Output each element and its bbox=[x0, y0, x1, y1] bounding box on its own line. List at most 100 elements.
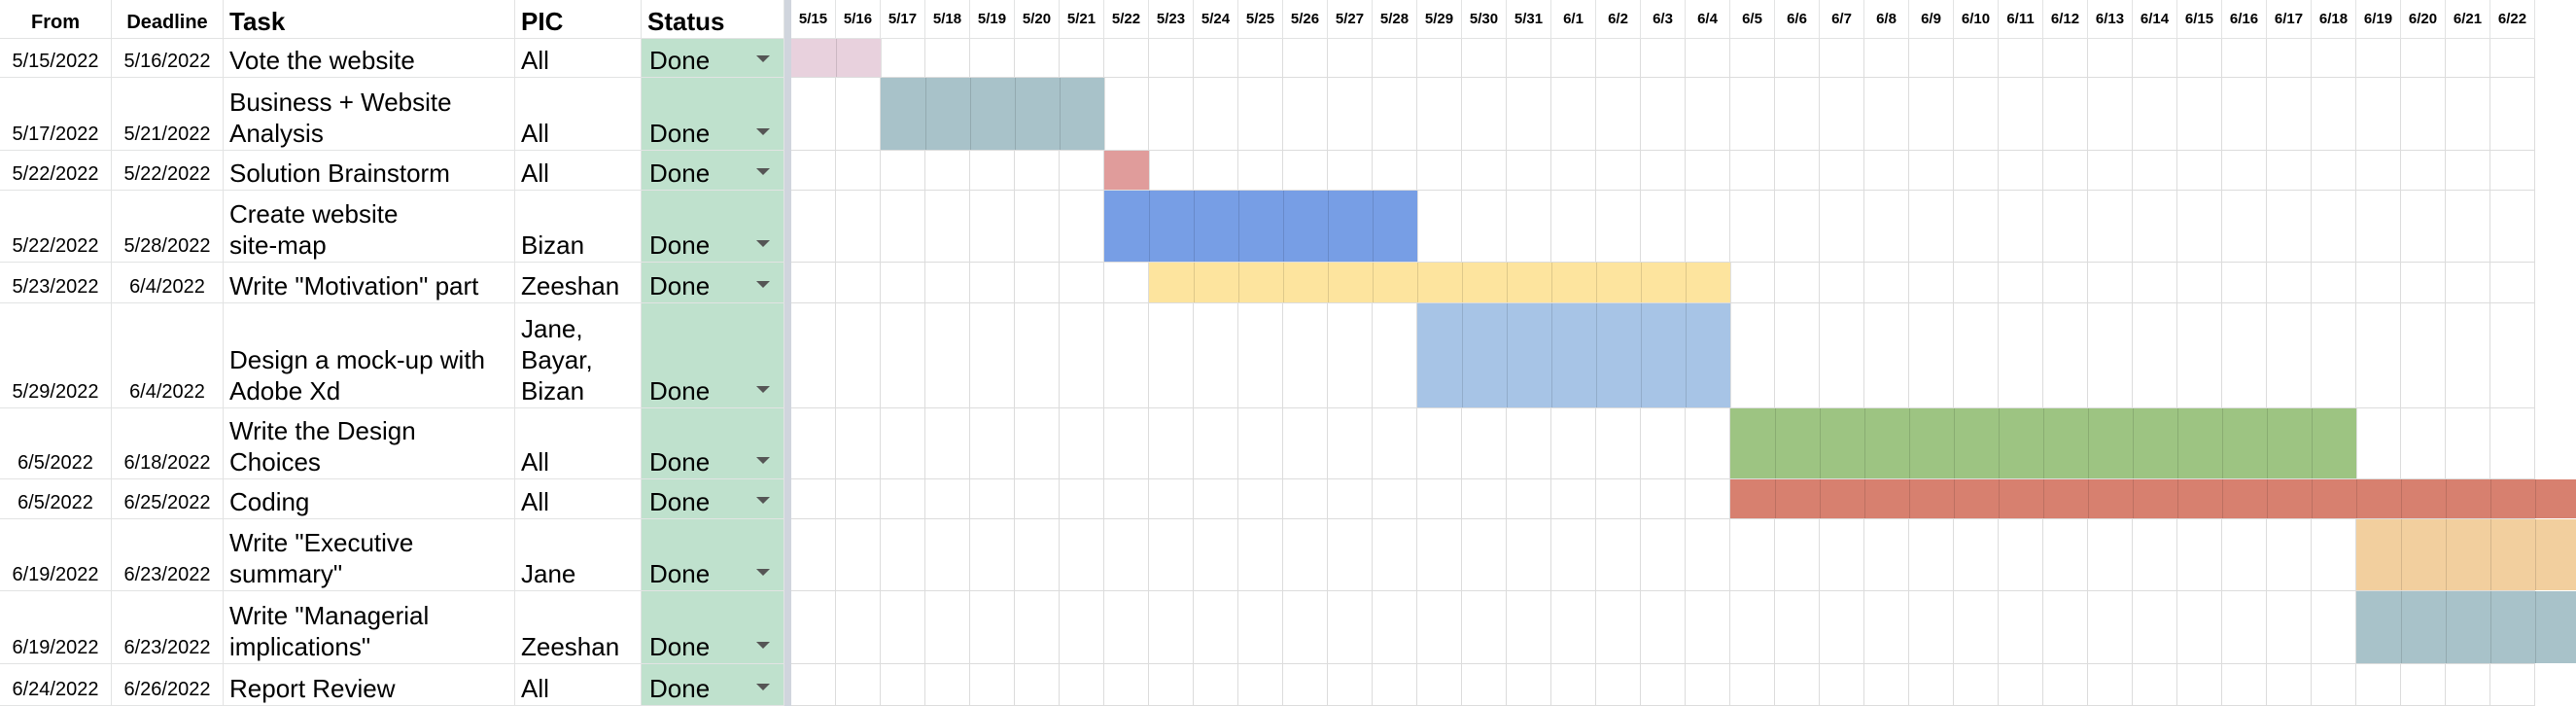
gantt-grid-cell[interactable] bbox=[2267, 78, 2312, 151]
gantt-grid-cell[interactable] bbox=[1909, 39, 1954, 78]
gantt-grid-cell[interactable] bbox=[970, 303, 1015, 408]
day-header[interactable]: 5/16 bbox=[836, 0, 881, 39]
cell-from[interactable]: 6/19/2022 bbox=[0, 591, 112, 664]
gantt-grid-cell[interactable] bbox=[1864, 591, 1909, 664]
gantt-bar[interactable] bbox=[2356, 591, 2576, 663]
gantt-grid-cell[interactable] bbox=[1596, 191, 1641, 263]
gantt-grid-cell[interactable] bbox=[1328, 519, 1373, 591]
gantt-grid-cell[interactable] bbox=[2088, 151, 2133, 191]
cell-from[interactable]: 5/22/2022 bbox=[0, 151, 112, 191]
day-header[interactable]: 5/15 bbox=[791, 0, 836, 39]
gantt-grid-cell[interactable] bbox=[1596, 479, 1641, 519]
cell-task[interactable]: Write "Managerial implications" bbox=[224, 591, 515, 664]
gantt-grid-cell[interactable] bbox=[1551, 479, 1596, 519]
gantt-grid-cell[interactable] bbox=[1686, 591, 1730, 664]
gantt-bar[interactable] bbox=[1730, 479, 2576, 518]
gantt-grid-cell[interactable] bbox=[1641, 519, 1686, 591]
dropdown-arrow-icon[interactable] bbox=[756, 281, 770, 288]
gantt-grid-cell[interactable] bbox=[836, 303, 881, 408]
gantt-grid-cell[interactable] bbox=[2312, 664, 2356, 706]
gantt-grid-cell[interactable] bbox=[791, 408, 836, 479]
gantt-grid-cell[interactable] bbox=[970, 479, 1015, 519]
gantt-grid-cell[interactable] bbox=[1060, 591, 1104, 664]
gantt-grid-cell[interactable] bbox=[2356, 151, 2401, 191]
gantt-grid-cell[interactable] bbox=[1909, 151, 1954, 191]
day-header[interactable]: 6/5 bbox=[1730, 0, 1775, 39]
gantt-grid-cell[interactable] bbox=[1373, 78, 1417, 151]
gantt-grid-cell[interactable] bbox=[2490, 151, 2535, 191]
gantt-grid-cell[interactable] bbox=[970, 191, 1015, 263]
day-header[interactable]: 6/7 bbox=[1820, 0, 1864, 39]
gantt-grid-cell[interactable] bbox=[2267, 39, 2312, 78]
column-header-from[interactable]: From bbox=[0, 0, 112, 39]
gantt-grid-cell[interactable] bbox=[2043, 303, 2088, 408]
cell-deadline[interactable]: 6/18/2022 bbox=[112, 408, 224, 479]
gantt-grid-cell[interactable] bbox=[1373, 408, 1417, 479]
gantt-grid-cell[interactable] bbox=[791, 191, 836, 263]
gantt-grid-cell[interactable] bbox=[791, 591, 836, 664]
cell-deadline[interactable]: 5/16/2022 bbox=[112, 39, 224, 78]
gantt-grid-cell[interactable] bbox=[881, 479, 925, 519]
cell-pic[interactable]: All bbox=[515, 479, 642, 519]
gantt-grid-cell[interactable] bbox=[2043, 191, 2088, 263]
gantt-grid-cell[interactable] bbox=[2401, 39, 2446, 78]
gantt-grid-cell[interactable] bbox=[1015, 39, 1060, 78]
gantt-grid-cell[interactable] bbox=[2133, 519, 2177, 591]
gantt-grid-cell[interactable] bbox=[970, 591, 1015, 664]
gantt-grid-cell[interactable] bbox=[1462, 408, 1507, 479]
gantt-grid-cell[interactable] bbox=[970, 151, 1015, 191]
gantt-grid-cell[interactable] bbox=[1194, 408, 1238, 479]
gantt-grid-cell[interactable] bbox=[1283, 591, 1328, 664]
gantt-grid-cell[interactable] bbox=[2222, 591, 2267, 664]
status-dropdown[interactable]: Done bbox=[642, 591, 784, 664]
gantt-grid-cell[interactable] bbox=[1775, 39, 1820, 78]
day-header[interactable]: 6/4 bbox=[1686, 0, 1730, 39]
gantt-grid-cell[interactable] bbox=[1864, 519, 1909, 591]
status-dropdown[interactable]: Done bbox=[642, 519, 784, 591]
status-dropdown[interactable]: Done bbox=[642, 151, 784, 191]
gantt-grid-cell[interactable] bbox=[1909, 303, 1954, 408]
cell-pic[interactable]: Bizan bbox=[515, 191, 642, 263]
gantt-grid-cell[interactable] bbox=[1373, 479, 1417, 519]
gantt-grid-cell[interactable] bbox=[925, 303, 970, 408]
gantt-grid-cell[interactable] bbox=[1551, 408, 1596, 479]
gantt-grid-cell[interactable] bbox=[1775, 78, 1820, 151]
gantt-grid-cell[interactable] bbox=[2133, 263, 2177, 303]
gantt-grid-cell[interactable] bbox=[1328, 408, 1373, 479]
day-header[interactable]: 5/23 bbox=[1149, 0, 1194, 39]
gantt-grid-cell[interactable] bbox=[2177, 263, 2222, 303]
cell-task[interactable]: Write "Executive summary" bbox=[224, 519, 515, 591]
gantt-grid-cell[interactable] bbox=[1373, 303, 1417, 408]
day-header[interactable]: 6/15 bbox=[2177, 0, 2222, 39]
gantt-grid-cell[interactable] bbox=[2356, 664, 2401, 706]
gantt-grid-cell[interactable] bbox=[2490, 664, 2535, 706]
cell-from[interactable]: 5/17/2022 bbox=[0, 78, 112, 151]
gantt-grid-cell[interactable] bbox=[1686, 39, 1730, 78]
gantt-grid-cell[interactable] bbox=[1417, 191, 1462, 263]
day-header[interactable]: 5/27 bbox=[1328, 0, 1373, 39]
gantt-grid-cell[interactable] bbox=[1507, 479, 1551, 519]
gantt-grid-cell[interactable] bbox=[1417, 39, 1462, 78]
day-header[interactable]: 6/14 bbox=[2133, 0, 2177, 39]
gantt-grid-cell[interactable] bbox=[1596, 151, 1641, 191]
gantt-grid-cell[interactable] bbox=[1417, 408, 1462, 479]
gantt-grid-cell[interactable] bbox=[1730, 78, 1775, 151]
gantt-grid-cell[interactable] bbox=[1954, 664, 1999, 706]
gantt-grid-cell[interactable] bbox=[925, 479, 970, 519]
gantt-grid-cell[interactable] bbox=[1775, 591, 1820, 664]
gantt-grid-cell[interactable] bbox=[881, 263, 925, 303]
gantt-grid-cell[interactable] bbox=[1909, 78, 1954, 151]
gantt-grid-cell[interactable] bbox=[1328, 39, 1373, 78]
gantt-grid-cell[interactable] bbox=[2133, 191, 2177, 263]
gantt-grid-cell[interactable] bbox=[2356, 191, 2401, 263]
gantt-grid-cell[interactable] bbox=[1864, 303, 1909, 408]
day-header[interactable]: 6/16 bbox=[2222, 0, 2267, 39]
cell-task[interactable]: Business + Website Analysis bbox=[224, 78, 515, 151]
gantt-grid-cell[interactable] bbox=[1730, 263, 1775, 303]
gantt-grid-cell[interactable] bbox=[2267, 303, 2312, 408]
status-dropdown[interactable]: Done bbox=[642, 664, 784, 706]
day-header[interactable]: 6/2 bbox=[1596, 0, 1641, 39]
day-header[interactable]: 5/28 bbox=[1373, 0, 1417, 39]
gantt-grid-cell[interactable] bbox=[2490, 263, 2535, 303]
gantt-grid-cell[interactable] bbox=[1149, 303, 1194, 408]
